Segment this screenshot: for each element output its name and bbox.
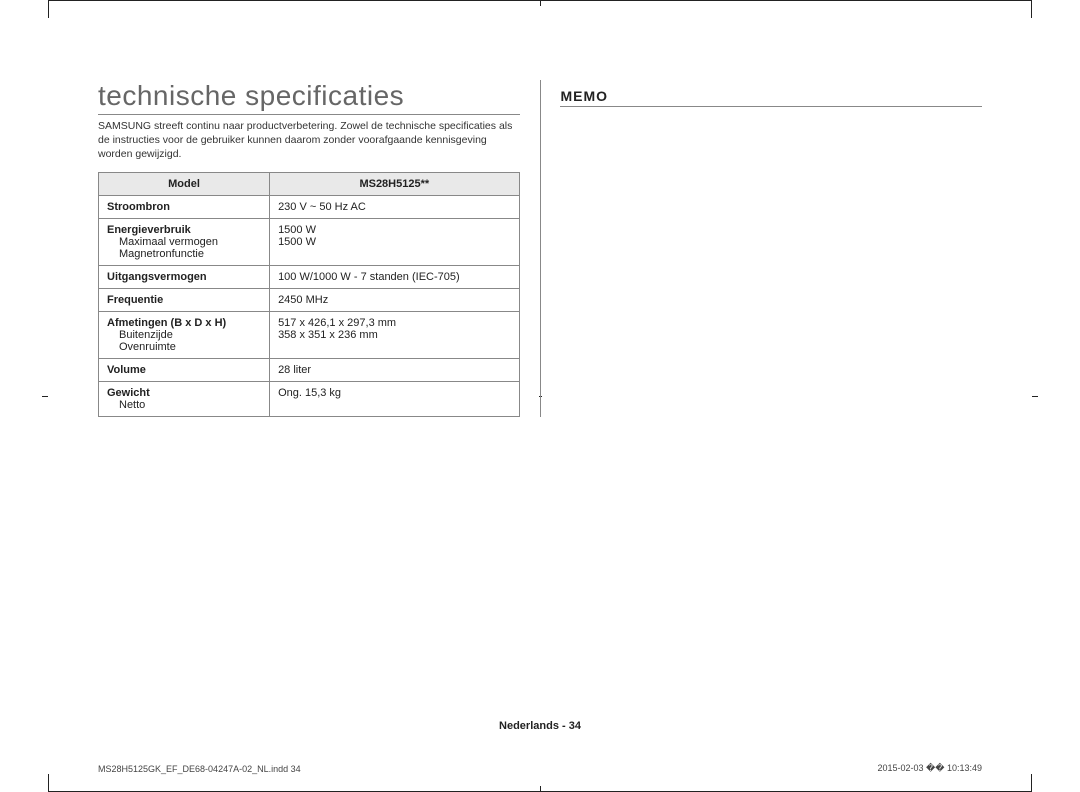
- spec-table: Model MS28H5125** Stroombron 230 V ~ 50 H…: [98, 172, 520, 417]
- spec-subvalue: 1500 W: [278, 236, 510, 248]
- spec-label: Energieverbruik: [107, 224, 191, 236]
- right-column: MEMO: [560, 80, 982, 417]
- table-row: EnergieverbruikMaximaal vermogenMagnetro…: [99, 218, 520, 265]
- spec-label: Frequentie: [107, 294, 163, 306]
- table-header-row: Model MS28H5125**: [99, 172, 520, 195]
- column-divider: [540, 80, 541, 417]
- spec-label-cell: Uitgangsvermogen: [99, 265, 270, 288]
- table-row: Volume 28 liter: [99, 358, 520, 381]
- spec-label: Stroombron: [107, 201, 170, 213]
- spec-label-cell: EnergieverbruikMaximaal vermogenMagnetro…: [99, 218, 270, 265]
- print-footer-left: MS28H5125GK_EF_DE68-04247A-02_NL.indd 34: [98, 764, 301, 774]
- print-footer-right: 2015-02-03 �� 10:13:49: [877, 763, 982, 774]
- spec-sublabel: Buitenzijde: [107, 329, 261, 341]
- table-row: GewichtNetto Ong. 15,3 kg: [99, 381, 520, 416]
- spec-sublabel: Netto: [107, 399, 261, 411]
- table-row: Afmetingen (B x D x H)BuitenzijdeOvenrui…: [99, 311, 520, 358]
- spec-label-cell: Afmetingen (B x D x H)BuitenzijdeOvenrui…: [99, 311, 270, 358]
- intro-paragraph: SAMSUNG streeft continu naar productverb…: [98, 119, 520, 162]
- spec-value-cell: 230 V ~ 50 Hz AC: [270, 195, 519, 218]
- left-column: technische specificaties SAMSUNG streeft…: [98, 80, 520, 417]
- table-row: Uitgangsvermogen 100 W/1000 W - 7 standen…: [99, 265, 520, 288]
- two-column-layout: technische specificaties SAMSUNG streeft…: [98, 80, 982, 417]
- spec-sublabel: Magnetronfunctie: [107, 248, 261, 260]
- spec-label: Uitgangsvermogen: [107, 271, 207, 283]
- spec-value-cell: 1500 W1500 W: [270, 218, 519, 265]
- spec-value-cell: 2450 MHz: [270, 288, 519, 311]
- spec-label-cell: Volume: [99, 358, 270, 381]
- spec-value-cell: 28 liter: [270, 358, 519, 381]
- spec-label-cell: Frequentie: [99, 288, 270, 311]
- header-value: MS28H5125**: [270, 172, 519, 195]
- header-model: Model: [99, 172, 270, 195]
- spec-label-cell: Stroombron: [99, 195, 270, 218]
- page-footer: Nederlands - 34: [48, 720, 1032, 732]
- spec-subvalue: 358 x 351 x 236 mm: [278, 329, 510, 341]
- spec-value-cell: Ong. 15,3 kg: [270, 381, 519, 416]
- spec-subvalue: Ong. 15,3 kg: [278, 387, 510, 399]
- spec-label: Gewicht: [107, 387, 150, 399]
- spec-table-body: Stroombron 230 V ~ 50 Hz AC Energieverbrui…: [99, 195, 520, 416]
- section-title: technische specificaties: [98, 80, 520, 115]
- spec-value: 100 W/1000 W - 7 standen (IEC-705): [278, 271, 460, 283]
- spec-value-cell: 517 x 426,1 x 297,3 mm358 x 351 x 236 mm: [270, 311, 519, 358]
- spec-value: 2450 MHz: [278, 294, 328, 306]
- spec-subvalue: 1500 W: [278, 224, 510, 236]
- spec-label: Afmetingen (B x D x H): [107, 317, 226, 329]
- page: technische specificaties SAMSUNG streeft…: [48, 0, 1032, 792]
- spec-subvalue: 517 x 426,1 x 297,3 mm: [278, 317, 510, 329]
- spec-value: 230 V ~ 50 Hz AC: [278, 201, 366, 213]
- spec-sublabel: Maximaal vermogen: [107, 236, 261, 248]
- table-row: Stroombron 230 V ~ 50 Hz AC: [99, 195, 520, 218]
- spec-value: 28 liter: [278, 364, 311, 376]
- spec-sublabel: Ovenruimte: [107, 341, 261, 353]
- memo-heading: MEMO: [560, 88, 982, 107]
- spec-value-cell: 100 W/1000 W - 7 standen (IEC-705): [270, 265, 519, 288]
- spec-label: Volume: [107, 364, 146, 376]
- table-row: Frequentie 2450 MHz: [99, 288, 520, 311]
- spec-label-cell: GewichtNetto: [99, 381, 270, 416]
